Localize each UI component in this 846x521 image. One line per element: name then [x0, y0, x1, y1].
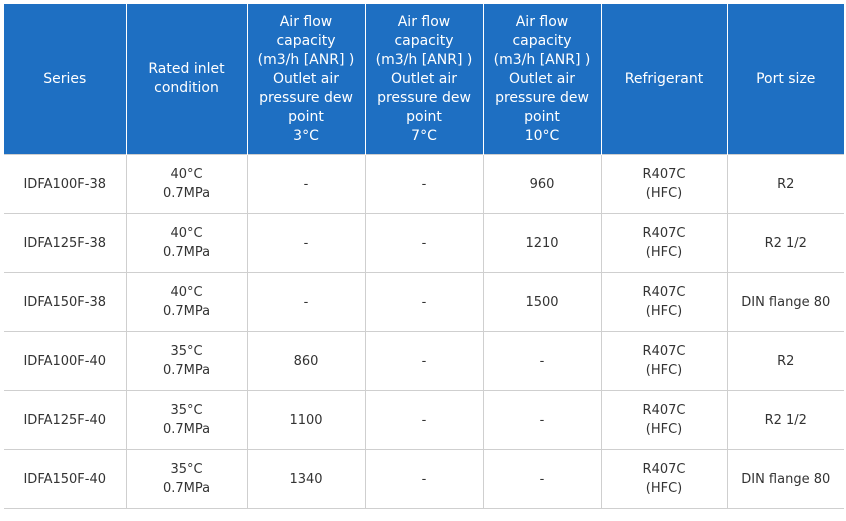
header-rated-inlet-condition: Rated inlet condition	[125, 4, 248, 155]
spec-table: Series Rated inlet condition Air flow ca…	[4, 4, 844, 509]
cell-port-size: R2 1/2	[726, 213, 844, 273]
cell-rated-inlet-condition: 35°C 0.7MPa	[125, 449, 248, 509]
header-series: Series	[4, 4, 127, 155]
cell-air-flow-10c: -	[482, 449, 602, 509]
cell-refrigerant: R407C (HFC)	[600, 154, 728, 214]
cell-air-flow-10c: 960	[482, 154, 602, 214]
cell-series: IDFA100F-40	[4, 331, 127, 391]
table-row: IDFA150F-38 40°C 0.7MPa - - 1500 R407C (…	[4, 272, 844, 332]
cell-refrigerant: R407C (HFC)	[600, 331, 728, 391]
cell-refrigerant: R407C (HFC)	[600, 213, 728, 273]
table-header: Series Rated inlet condition Air flow ca…	[4, 4, 844, 155]
header-port-size: Port size	[726, 4, 844, 155]
table-row: IDFA100F-40 35°C 0.7MPa 860 - - R407C (H…	[4, 331, 844, 391]
header-refrigerant: Refrigerant	[600, 4, 728, 155]
header-row: Series Rated inlet condition Air flow ca…	[4, 4, 844, 155]
cell-refrigerant: R407C (HFC)	[600, 272, 728, 332]
cell-air-flow-7c: -	[364, 331, 484, 391]
cell-air-flow-7c: -	[364, 272, 484, 332]
cell-series: IDFA100F-38	[4, 154, 127, 214]
cell-air-flow-10c: -	[482, 331, 602, 391]
cell-air-flow-7c: -	[364, 449, 484, 509]
cell-rated-inlet-condition: 40°C 0.7MPa	[125, 154, 248, 214]
cell-air-flow-3c: 1100	[246, 390, 366, 450]
cell-air-flow-3c: 1340	[246, 449, 366, 509]
cell-rated-inlet-condition: 35°C 0.7MPa	[125, 390, 248, 450]
cell-refrigerant: R407C (HFC)	[600, 449, 728, 509]
cell-refrigerant: R407C (HFC)	[600, 390, 728, 450]
cell-air-flow-7c: -	[364, 154, 484, 214]
cell-rated-inlet-condition: 40°C 0.7MPa	[125, 213, 248, 273]
cell-series: IDFA150F-38	[4, 272, 127, 332]
header-air-flow-7c: Air flow capacity (m3/h [ANR] ) Outlet a…	[364, 4, 484, 155]
cell-air-flow-3c: -	[246, 213, 366, 273]
cell-air-flow-3c: -	[246, 272, 366, 332]
cell-rated-inlet-condition: 40°C 0.7MPa	[125, 272, 248, 332]
cell-air-flow-7c: -	[364, 213, 484, 273]
cell-air-flow-3c: -	[246, 154, 366, 214]
cell-air-flow-10c: 1210	[482, 213, 602, 273]
cell-series: IDFA150F-40	[4, 449, 127, 509]
cell-port-size: DIN flange 80	[726, 449, 844, 509]
cell-air-flow-10c: -	[482, 390, 602, 450]
header-air-flow-10c: Air flow capacity (m3/h [ANR] ) Outlet a…	[482, 4, 602, 155]
cell-rated-inlet-condition: 35°C 0.7MPa	[125, 331, 248, 391]
cell-series: IDFA125F-40	[4, 390, 127, 450]
cell-port-size: R2	[726, 331, 844, 391]
table-row: IDFA125F-38 40°C 0.7MPa - - 1210 R407C (…	[4, 213, 844, 273]
cell-series: IDFA125F-38	[4, 213, 127, 273]
cell-air-flow-10c: 1500	[482, 272, 602, 332]
cell-air-flow-7c: -	[364, 390, 484, 450]
cell-air-flow-3c: 860	[246, 331, 366, 391]
cell-port-size: DIN flange 80	[726, 272, 844, 332]
table-row: IDFA150F-40 35°C 0.7MPa 1340 - - R407C (…	[4, 449, 844, 509]
cell-port-size: R2	[726, 154, 844, 214]
table-row: IDFA125F-40 35°C 0.7MPa 1100 - - R407C (…	[4, 390, 844, 450]
table-body: IDFA100F-38 40°C 0.7MPa - - 960 R407C (H…	[4, 154, 844, 509]
header-air-flow-3c: Air flow capacity (m3/h [ANR] ) Outlet a…	[246, 4, 366, 155]
cell-port-size: R2 1/2	[726, 390, 844, 450]
table-row: IDFA100F-38 40°C 0.7MPa - - 960 R407C (H…	[4, 154, 844, 214]
